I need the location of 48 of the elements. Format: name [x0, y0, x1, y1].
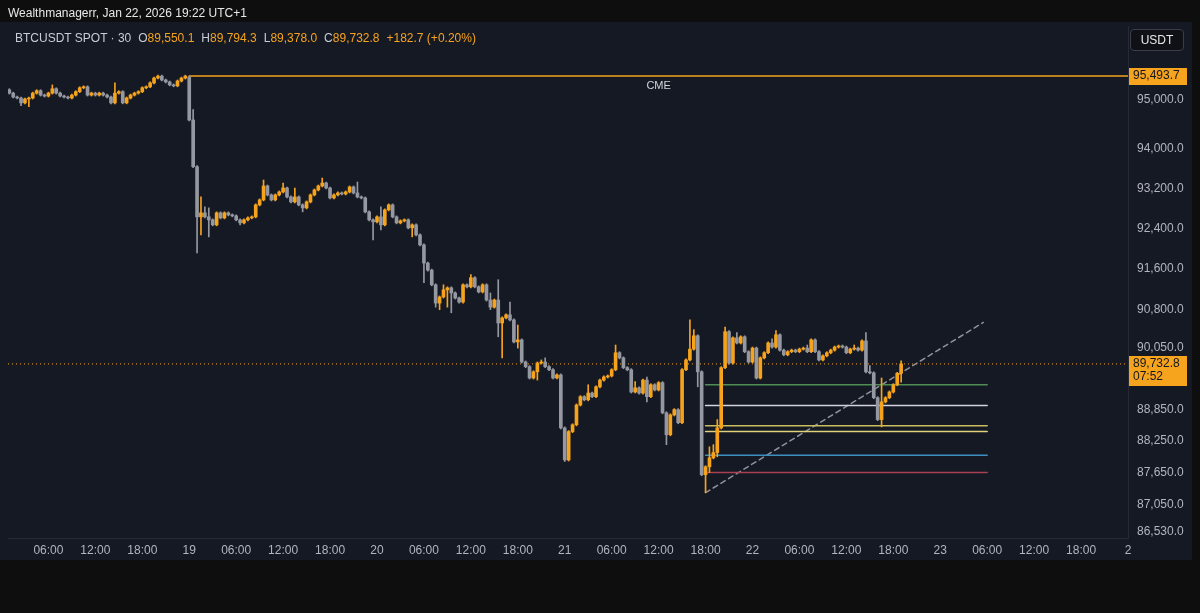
y-tick-label: 95,000.0 — [1137, 92, 1185, 107]
data-label: 95,493.7 — [1133, 68, 1181, 83]
chart-title: Wealthmanagerr, Jan 22, 2026 19:22 UTC+1 — [8, 6, 247, 20]
y-tick-label: 91,600.0 — [1137, 260, 1185, 275]
annotation: L89,378.0 — [263, 31, 318, 45]
x-tick-label: 18:00 — [502, 542, 534, 557]
x-tick-label: 12:00 — [643, 542, 674, 557]
x-tick-label: 19 — [182, 542, 197, 557]
x-tick-label: 21 — [558, 542, 572, 557]
x-tick-label: 12:00 — [80, 542, 111, 557]
text: 07:52 — [1133, 369, 1164, 384]
x-tick-label: 12:00 — [831, 542, 862, 557]
x-tick-label: 06:00 — [596, 542, 628, 557]
x-tick-label: 20 — [370, 542, 384, 557]
x-tick-label: 12:00 — [268, 542, 299, 557]
y-tick-label: 93,200.0 — [1137, 180, 1185, 195]
annotation: +182.7 (+0.20%) — [386, 31, 476, 45]
x-tick-label: 22 — [745, 542, 760, 557]
x-tick-label: 12:00 — [455, 542, 487, 557]
x-tick-label: 06:00 — [972, 542, 1003, 557]
x-tick-label: 06:00 — [784, 542, 815, 557]
text: USDT — [1130, 29, 1184, 51]
y-tick-label: 92,400.0 — [1137, 220, 1185, 235]
y-tick-label: 88,250.0 — [1137, 433, 1185, 448]
y-tick-label: 94,000.0 — [1137, 141, 1185, 156]
x-tick-label: 18:00 — [1066, 542, 1097, 557]
x-tick-label: 18:00 — [127, 542, 158, 557]
x-tick-label: 2 — [1124, 542, 1132, 557]
chart-subtitle: BTCUSDT SPOT · 30 — [15, 31, 132, 45]
x-tick-label: 06:00 — [33, 542, 64, 557]
x-tick-label: 18:00 — [690, 542, 721, 557]
x-tick-label: 18:00 — [315, 542, 346, 557]
y-tick-label: 87,050.0 — [1137, 496, 1185, 511]
y-tick-label: 86,530.0 — [1137, 524, 1185, 539]
x-tick-label: 06:00 — [408, 542, 440, 557]
y-tick-label: 87,650.0 — [1137, 464, 1185, 479]
y-tick-label: 90,800.0 — [1137, 301, 1185, 316]
annotation: H89,794.3 — [201, 31, 257, 45]
series-label: CME — [646, 79, 671, 92]
x-tick-label: 18:00 — [878, 542, 909, 557]
y-tick-label: 90,050.0 — [1137, 339, 1185, 354]
x-tick-label: 23 — [933, 542, 948, 557]
y-tick-label: 88,850.0 — [1137, 401, 1185, 416]
annotation: O89,550.1 — [138, 31, 195, 45]
x-tick-label: 06:00 — [221, 542, 252, 557]
annotation: C89,732.8 — [324, 31, 380, 45]
x-tick-label: 12:00 — [1019, 542, 1050, 557]
ref-line-label: 89,732.8 — [1133, 356, 1181, 371]
